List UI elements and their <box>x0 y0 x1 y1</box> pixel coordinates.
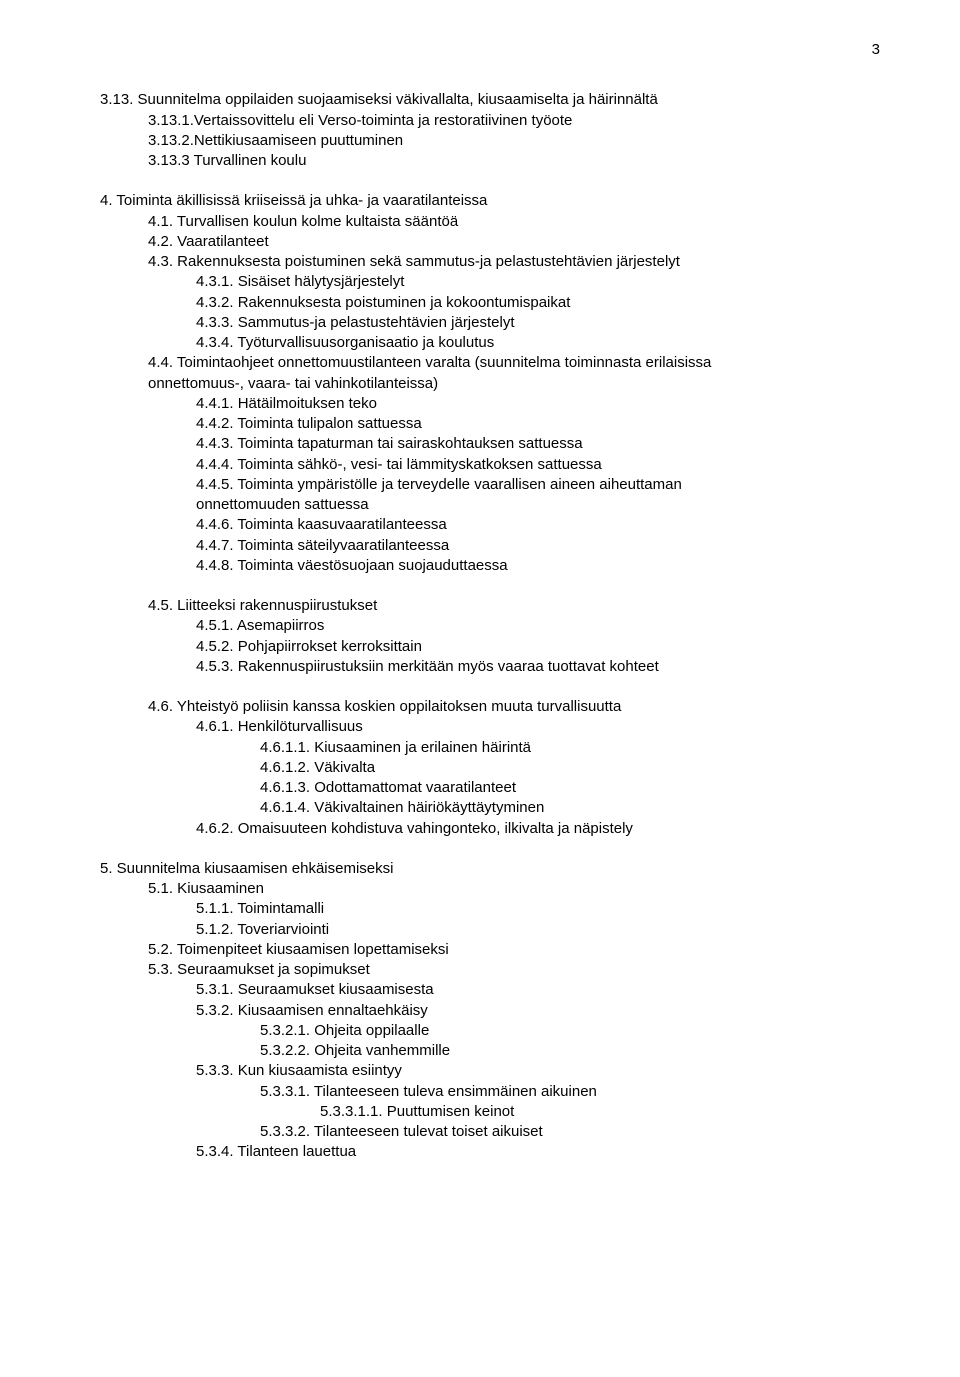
toc-line: 5.2. Toimenpiteet kiusaamisen lopettamis… <box>100 940 880 960</box>
toc-line: 4.4.3. Toiminta tapaturman tai sairaskoh… <box>100 434 880 454</box>
toc-line: 5.3.4. Tilanteen lauettua <box>100 1142 880 1162</box>
toc-line: 4.4.5. Toiminta ympäristölle ja terveyde… <box>100 475 880 495</box>
toc-line: 5.3.2.2. Ohjeita vanhemmille <box>100 1041 880 1061</box>
toc-line: 5.3.3. Kun kiusaamista esiintyy <box>100 1061 880 1081</box>
toc-line: 5.3.1. Seuraamukset kiusaamisesta <box>100 980 880 1000</box>
toc-line: 4.2. Vaaratilanteet <box>100 232 880 252</box>
toc-line: 5.3.2. Kiusaamisen ennaltaehkäisy <box>100 1001 880 1021</box>
toc-line: 4.5.1. Asemapiirros <box>100 616 880 636</box>
toc-line: 4.5.2. Pohjapiirrokset kerroksittain <box>100 637 880 657</box>
toc-line: 4.1. Turvallisen koulun kolme kultaista … <box>100 212 880 232</box>
toc-line: 4.4. Toimintaohjeet onnettomuustilanteen… <box>100 353 880 373</box>
toc-line: onnettomuus-, vaara- tai vahinkotilantei… <box>100 374 880 394</box>
blank-line <box>100 576 880 596</box>
toc-line: 4.4.8. Toiminta väestösuojaan suojaudutt… <box>100 556 880 576</box>
document-body: 3.13. Suunnitelma oppilaiden suojaamisek… <box>100 90 880 1162</box>
toc-line: 4.3.4. Työturvallisuusorganisaatio ja ko… <box>100 333 880 353</box>
toc-line: 5.3.3.2. Tilanteeseen tulevat toiset aik… <box>100 1122 880 1142</box>
toc-line: 4.3.3. Sammutus-ja pelastustehtävien jär… <box>100 313 880 333</box>
toc-line: 4.6. Yhteistyö poliisin kanssa koskien o… <box>100 697 880 717</box>
toc-line: 4.6.1. Henkilöturvallisuus <box>100 717 880 737</box>
toc-line: 5.3. Seuraamukset ja sopimukset <box>100 960 880 980</box>
toc-line: 4.3. Rakennuksesta poistuminen sekä samm… <box>100 252 880 272</box>
toc-line: 5.1. Kiusaaminen <box>100 879 880 899</box>
blank-line <box>100 839 880 859</box>
toc-line: 4.6.1.2. Väkivalta <box>100 758 880 778</box>
toc-line: 4.5. Liitteeksi rakennuspiirustukset <box>100 596 880 616</box>
toc-line: 4.3.1. Sisäiset hälytysjärjestelyt <box>100 272 880 292</box>
toc-line: 4.4.7. Toiminta säteilyvaaratilanteessa <box>100 536 880 556</box>
toc-line: 4.4.4. Toiminta sähkö-, vesi- tai lämmit… <box>100 455 880 475</box>
blank-line <box>100 171 880 191</box>
toc-line: 4.6.1.4. Väkivaltainen häiriökäyttäytymi… <box>100 798 880 818</box>
toc-line: 5.1.1. Toimintamalli <box>100 899 880 919</box>
toc-line: 5. Suunnitelma kiusaamisen ehkäisemiseks… <box>100 859 880 879</box>
page-number: 3 <box>100 40 880 60</box>
toc-line: 4. Toiminta äkillisissä kriiseissä ja uh… <box>100 191 880 211</box>
toc-line: 4.4.1. Hätäilmoituksen teko <box>100 394 880 414</box>
toc-line: 5.3.3.1.1. Puuttumisen keinot <box>100 1102 880 1122</box>
toc-line: 4.3.2. Rakennuksesta poistuminen ja koko… <box>100 293 880 313</box>
toc-line: 3.13. Suunnitelma oppilaiden suojaamisek… <box>100 90 880 110</box>
blank-line <box>100 677 880 697</box>
toc-line: onnettomuuden sattuessa <box>100 495 880 515</box>
toc-line: 5.1.2. Toveriarviointi <box>100 920 880 940</box>
toc-line: 4.6.1.1. Kiusaaminen ja erilainen häirin… <box>100 738 880 758</box>
toc-line: 3.13.2.Nettikiusaamiseen puuttuminen <box>100 131 880 151</box>
toc-line: 3.13.3 Turvallinen koulu <box>100 151 880 171</box>
toc-line: 4.6.2. Omaisuuteen kohdistuva vahingonte… <box>100 819 880 839</box>
toc-line: 5.3.2.1. Ohjeita oppilaalle <box>100 1021 880 1041</box>
toc-line: 4.6.1.3. Odottamattomat vaaratilanteet <box>100 778 880 798</box>
toc-line: 4.4.2. Toiminta tulipalon sattuessa <box>100 414 880 434</box>
toc-line: 3.13.1.Vertaissovittelu eli Verso-toimin… <box>100 111 880 131</box>
toc-line: 5.3.3.1. Tilanteeseen tuleva ensimmäinen… <box>100 1082 880 1102</box>
toc-line: 4.4.6. Toiminta kaasuvaaratilanteessa <box>100 515 880 535</box>
toc-line: 4.5.3. Rakennuspiirustuksiin merkitään m… <box>100 657 880 677</box>
